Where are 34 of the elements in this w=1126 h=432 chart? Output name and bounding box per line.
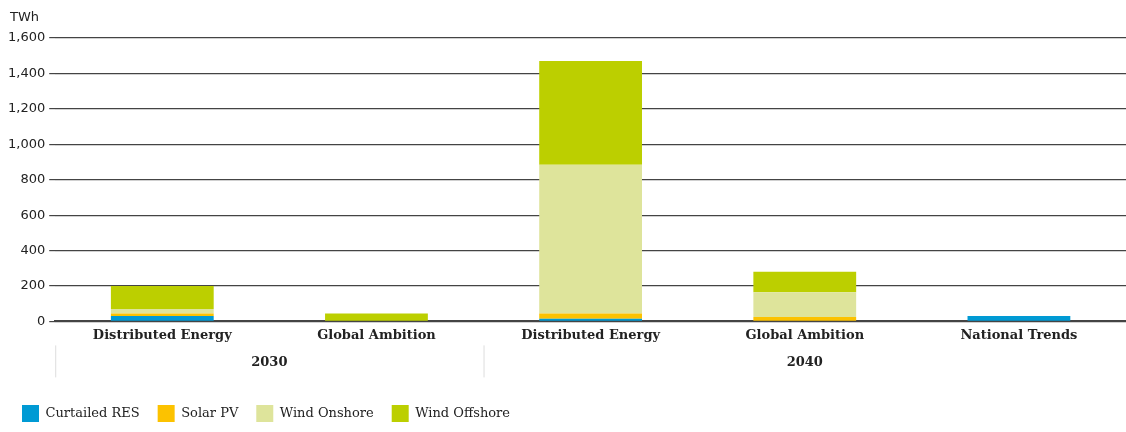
bar (110, 285, 214, 309)
y-tick-label: 600 (20, 206, 46, 222)
y-tick-label: 400 (20, 241, 46, 257)
x-tick-label: Global Ambition (317, 326, 437, 342)
x-tick-label: Distributed Energy (92, 326, 233, 342)
bar (539, 318, 643, 321)
y-tick-label: 0 (36, 312, 46, 328)
bar (539, 164, 643, 314)
text: 2030 (251, 353, 288, 369)
text: 2040 (786, 353, 823, 369)
bar (110, 313, 214, 317)
bar (325, 313, 428, 321)
bar (539, 313, 643, 319)
bar (110, 309, 214, 314)
x-tick-label: Distributed Energy (521, 326, 661, 342)
y-tick-label: 1,400 (8, 64, 46, 80)
bar (753, 292, 857, 317)
y-axis-title: TWh (9, 9, 40, 25)
y-tick-label: 800 (20, 171, 46, 187)
x-tick-label: Global Ambition (745, 326, 865, 342)
bar (753, 271, 857, 293)
bar (110, 316, 214, 321)
bar (539, 61, 643, 165)
legend-label: Wind Onshore (279, 404, 375, 420)
legend-label: Wind Offshore (415, 404, 511, 420)
y-tick-label: 1,000 (8, 135, 46, 151)
legend-label: Solar PV (181, 404, 239, 420)
legend-label: Curtailed RES (45, 404, 140, 420)
bar (967, 316, 1071, 321)
y-tick-label: 1,600 (8, 29, 46, 45)
bar (753, 316, 857, 321)
y-tick-label: 200 (20, 277, 46, 293)
x-tick-label: National Trends (960, 326, 1078, 342)
y-tick-label: 1,200 (8, 100, 46, 116)
